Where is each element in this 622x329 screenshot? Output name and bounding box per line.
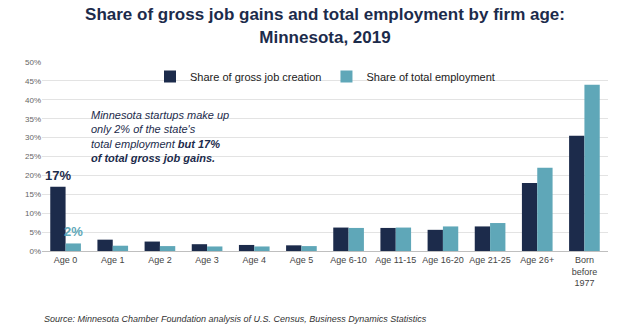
- svg-text:2%: 2%: [64, 224, 83, 239]
- svg-text:Source: Minnesota Chamber Foun: Source: Minnesota Chamber Foundation ana…: [44, 314, 427, 324]
- svg-text:Age 0: Age 0: [54, 255, 78, 265]
- svg-text:Bornbefore1977: Bornbefore1977: [572, 255, 598, 288]
- svg-text:50%: 50%: [25, 58, 41, 67]
- svg-text:Share of gross job creation: Share of gross job creation: [190, 71, 321, 83]
- svg-text:Age 11-15: Age 11-15: [375, 255, 416, 265]
- svg-text:15%: 15%: [25, 190, 41, 199]
- svg-text:Age 4: Age 4: [242, 255, 266, 265]
- svg-text:20%: 20%: [25, 171, 41, 180]
- svg-text:5%: 5%: [29, 228, 41, 237]
- svg-text:0%: 0%: [29, 247, 41, 256]
- svg-text:45%: 45%: [25, 77, 41, 86]
- svg-text:Age 2: Age 2: [148, 255, 172, 265]
- svg-text:Age 1: Age 1: [101, 255, 125, 265]
- svg-text:Age 26+: Age 26+: [520, 255, 554, 265]
- svg-text:Age 16-20: Age 16-20: [422, 255, 464, 265]
- svg-text:30%: 30%: [25, 133, 41, 142]
- svg-text:Age 21-25: Age 21-25: [469, 255, 511, 265]
- svg-text:17%: 17%: [45, 168, 71, 183]
- svg-text:Age 5: Age 5: [290, 255, 314, 265]
- svg-text:Minnesota startups make uponly: Minnesota startups make uponly 2% of the…: [91, 109, 229, 164]
- svg-text:Share of gross job gains and t: Share of gross job gains and total emplo…: [85, 5, 565, 46]
- svg-text:35%: 35%: [25, 115, 41, 124]
- svg-text:Share of total employment: Share of total employment: [366, 71, 494, 83]
- svg-text:Age 6-10: Age 6-10: [330, 255, 367, 265]
- svg-text:10%: 10%: [25, 209, 41, 218]
- svg-text:40%: 40%: [25, 96, 41, 105]
- svg-text:25%: 25%: [25, 152, 41, 161]
- svg-text:Age 3: Age 3: [195, 255, 219, 265]
